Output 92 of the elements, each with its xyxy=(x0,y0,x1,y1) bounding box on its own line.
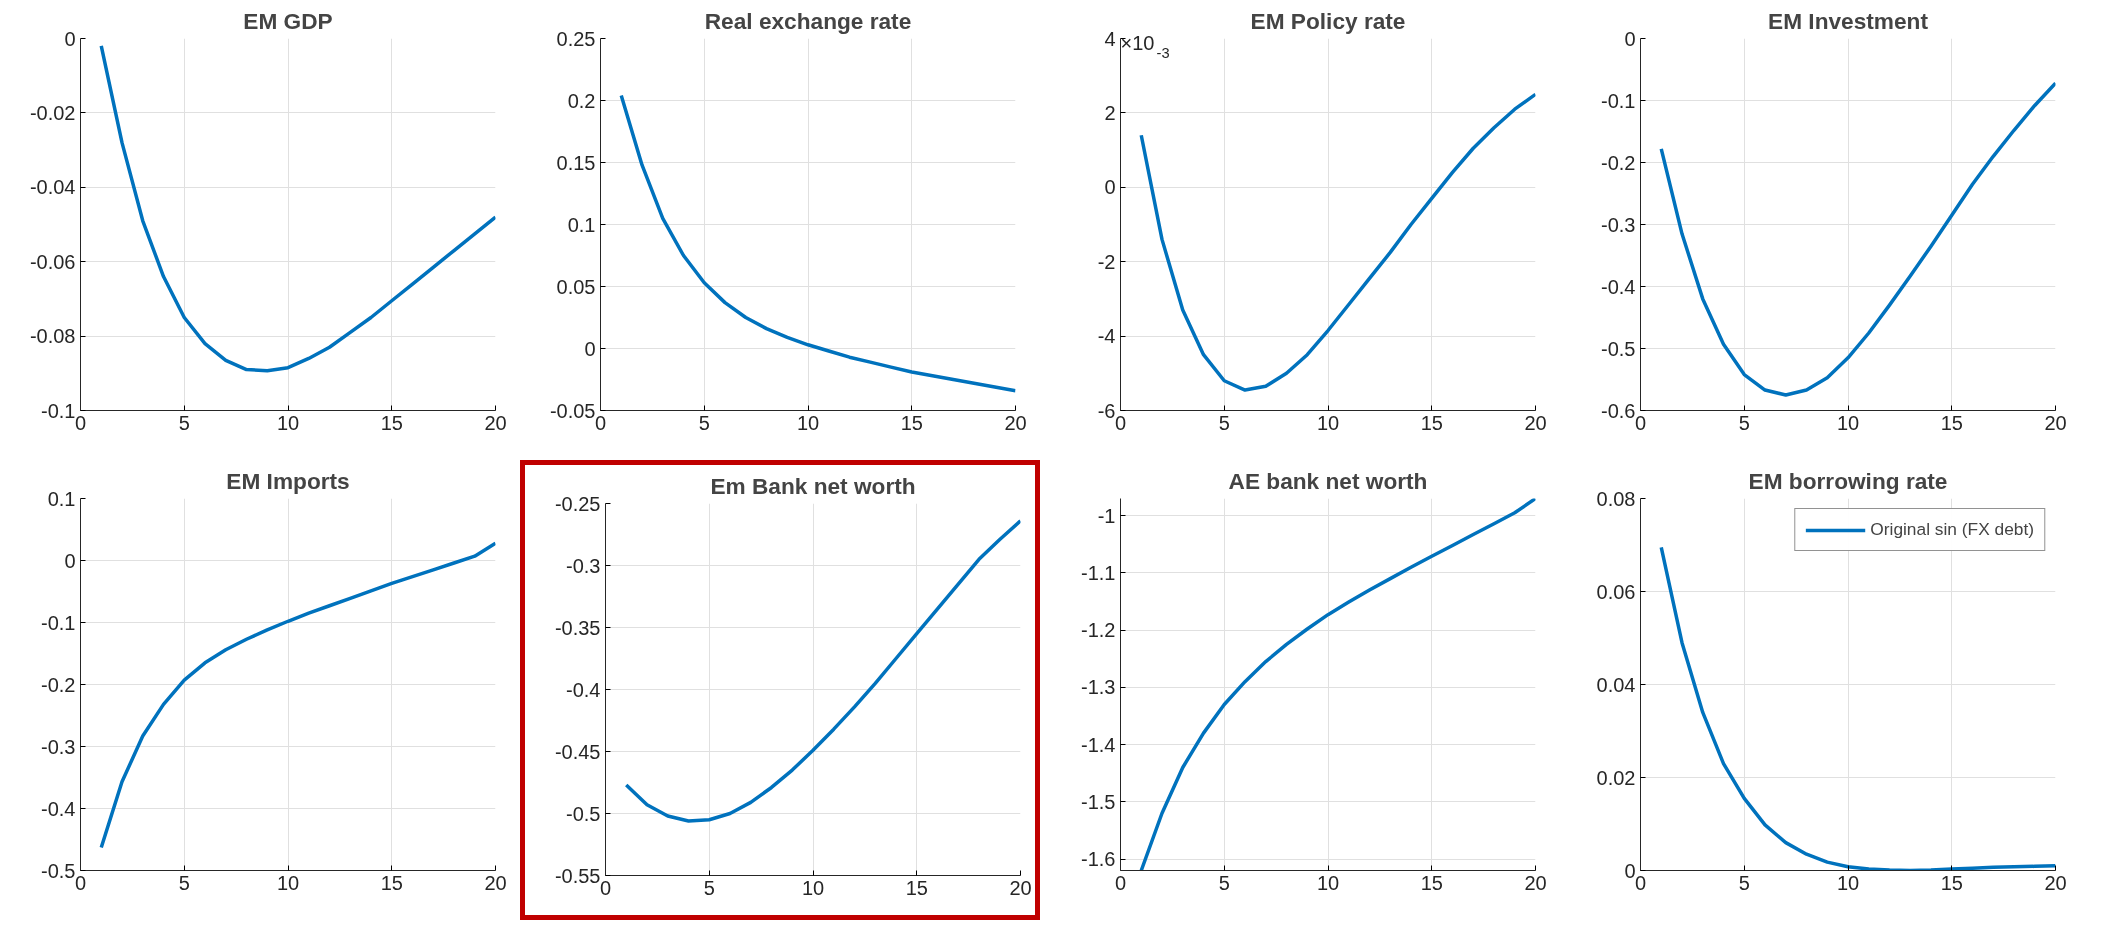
chart-title: EM Investment xyxy=(1768,7,1929,34)
x-tick-label: 15 xyxy=(1420,411,1443,434)
chart-title: AE bank net worth xyxy=(1228,467,1428,494)
x-tick-label: 5 xyxy=(1218,871,1230,894)
chart-title: Em Bank net worth xyxy=(710,472,916,499)
y-tick-label: -1.3 xyxy=(1081,676,1116,699)
y-tick-label: 0.04 xyxy=(1596,673,1636,696)
y-tick-label: 0 xyxy=(584,337,596,360)
y-tick-label: -0.06 xyxy=(29,250,76,273)
y-tick-label: 0 xyxy=(64,549,76,572)
x-tick-label: 20 xyxy=(484,871,507,894)
y-tick-label: -0.25 xyxy=(554,492,601,515)
y-tick-label: 2 xyxy=(1104,101,1116,124)
y-tick-label: -0.4 xyxy=(566,678,601,701)
y-tick-label: -1.6 xyxy=(1081,848,1116,871)
y-tick-label: -0.5 xyxy=(41,859,76,882)
y-tick-label: -0.3 xyxy=(566,554,601,577)
y-tick-label: 0 xyxy=(64,27,76,50)
chart-title: EM GDP xyxy=(243,7,333,34)
x-tick-label: 20 xyxy=(1524,411,1547,434)
y-tick-label: -0.05 xyxy=(549,399,596,422)
x-tick-label: 15 xyxy=(1420,871,1443,894)
x-tick-label: 5 xyxy=(698,411,710,434)
x-tick-label: 10 xyxy=(1836,411,1860,434)
chart-title: EM Policy rate xyxy=(1250,7,1406,34)
y-tick-label: -6 xyxy=(1097,399,1116,422)
x-tick-label: 10 xyxy=(1316,411,1340,434)
y-tick-label: -0.6 xyxy=(1601,399,1636,422)
y-tick-label: -1.4 xyxy=(1081,733,1116,756)
x-tick-label: 20 xyxy=(1524,871,1547,894)
x-tick-label: 10 xyxy=(276,871,300,894)
x-tick-label: 5 xyxy=(178,411,190,434)
y-tick-label: 0.1 xyxy=(567,213,596,236)
x-tick-label: 10 xyxy=(1836,871,1860,894)
x-tick-label: 20 xyxy=(2044,411,2067,434)
y-tick-label: -0.5 xyxy=(1601,337,1636,360)
x-tick-label: 15 xyxy=(380,871,403,894)
y-tick-label: -0.45 xyxy=(554,740,601,763)
y-tick-label: 0.1 xyxy=(47,487,76,510)
x-tick-label: 15 xyxy=(905,876,928,899)
x-tick-label: 20 xyxy=(2044,871,2067,894)
x-tick-label: 10 xyxy=(796,411,820,434)
y-tick-label: 0.2 xyxy=(567,89,596,112)
y-tick-label: 4 xyxy=(1104,27,1116,50)
y-tick-label: -0.35 xyxy=(554,616,601,639)
y-tick-label: -4 xyxy=(1097,325,1116,348)
x-tick-label: 5 xyxy=(1738,871,1750,894)
x-tick-label: 10 xyxy=(276,411,300,434)
y-tick-label: 0.08 xyxy=(1596,487,1636,510)
y-tick-label: -0.08 xyxy=(29,325,76,348)
y-tick-label: -0.1 xyxy=(41,611,76,634)
y-tick-label: 0.02 xyxy=(1596,766,1636,789)
chart-title: EM Imports xyxy=(226,467,350,494)
y-tick-label: 0 xyxy=(1104,176,1116,199)
x-tick-label: 15 xyxy=(380,411,403,434)
x-tick-label: 5 xyxy=(1218,411,1230,434)
x-tick-label: 5 xyxy=(703,876,715,899)
y-tick-label: 0.25 xyxy=(556,27,596,50)
y-tick-label: -0.1 xyxy=(1601,89,1636,112)
y-tick-label: -0.4 xyxy=(1601,275,1636,298)
x-tick-label: 20 xyxy=(1004,411,1027,434)
y-tick-label: -0.2 xyxy=(41,673,76,696)
y-tick-label: -1.1 xyxy=(1081,561,1116,584)
y-tick-label: -0.5 xyxy=(566,802,601,825)
x-tick-label: 5 xyxy=(1738,411,1750,434)
y-tick-label: 0.15 xyxy=(556,151,596,174)
y-tick-label: 0 xyxy=(1624,27,1636,50)
x-tick-label: 20 xyxy=(484,411,507,434)
y-tick-label: -0.3 xyxy=(1601,213,1636,236)
chart-title: Real exchange rate xyxy=(704,7,912,34)
x-tick-label: 15 xyxy=(900,411,923,434)
x-tick-label: 10 xyxy=(1316,871,1340,894)
x-tick-label: 5 xyxy=(178,871,190,894)
y-tick-label: -1.5 xyxy=(1081,790,1116,813)
y-tick-label: -0.55 xyxy=(554,864,601,887)
x-tick-label: 15 xyxy=(1940,411,1963,434)
x-tick-label: 20 xyxy=(1009,876,1032,899)
y-tick-label: -0.2 xyxy=(1601,151,1636,174)
y-tick-label: -0.1 xyxy=(41,399,76,422)
y-tick-label: -0.3 xyxy=(41,735,76,758)
y-tick-label: -2 xyxy=(1097,250,1116,273)
y-tick-label: 0.06 xyxy=(1596,580,1636,603)
y-tick-label: -0.02 xyxy=(29,101,76,124)
x-tick-label: 15 xyxy=(1940,871,1963,894)
x-tick-label: 10 xyxy=(801,876,825,899)
y-tick-label: -1 xyxy=(1097,504,1116,527)
y-tick-label: -1.2 xyxy=(1081,619,1116,642)
legend-label: Original sin (FX debt) xyxy=(1870,519,2034,540)
y-tick-label: -0.4 xyxy=(41,797,76,820)
chart-title: EM borrowing rate xyxy=(1748,467,1948,494)
y-tick-label: -0.04 xyxy=(29,176,76,199)
y-tick-label: 0.05 xyxy=(556,275,596,298)
